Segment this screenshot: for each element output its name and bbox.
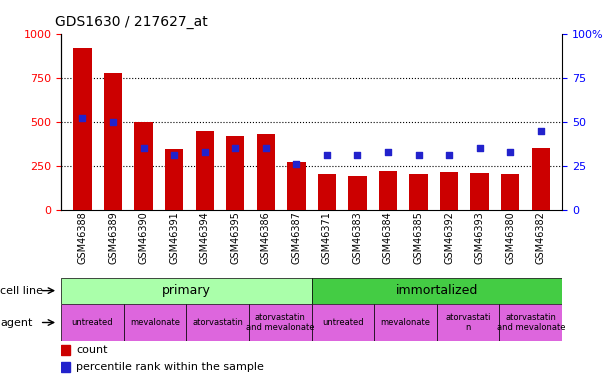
Text: percentile rank within the sample: percentile rank within the sample (76, 362, 264, 372)
Bar (165, 149, 183, 210)
Text: untreated: untreated (322, 318, 364, 327)
Bar (501, 174, 519, 210)
Text: mevalonate: mevalonate (130, 318, 180, 327)
Point (108, 119, 118, 125)
Point (322, 152, 332, 158)
Bar (257, 134, 275, 210)
Point (536, 128, 546, 134)
Bar (500, 304, 562, 341)
Bar (134, 122, 153, 210)
Bar (379, 171, 397, 210)
Text: primary: primary (162, 284, 211, 297)
Bar (73, 48, 92, 210)
Bar (409, 174, 428, 210)
Point (230, 146, 240, 152)
Bar (532, 148, 550, 210)
Bar (312, 278, 562, 304)
Bar (437, 304, 500, 341)
Bar (440, 172, 458, 210)
Point (261, 146, 271, 152)
Bar (312, 304, 374, 341)
Text: agent: agent (0, 318, 32, 327)
Point (169, 152, 179, 158)
Bar (61, 304, 123, 341)
Point (505, 149, 515, 155)
Bar (318, 174, 336, 210)
Point (353, 152, 362, 158)
Bar (186, 304, 249, 341)
Bar (61, 345, 70, 355)
Bar (61, 278, 312, 304)
Text: mevalonate: mevalonate (381, 318, 431, 327)
Bar (196, 131, 214, 210)
Point (414, 152, 423, 158)
Bar (470, 173, 489, 210)
Text: untreated: untreated (71, 318, 113, 327)
Text: atorvastatin
and mevalonate: atorvastatin and mevalonate (246, 313, 315, 332)
Point (139, 146, 148, 152)
Text: immortalized: immortalized (396, 284, 478, 297)
Text: count: count (76, 345, 108, 355)
Text: GDS1630 / 217627_at: GDS1630 / 217627_at (55, 15, 208, 29)
Point (78, 116, 87, 122)
Point (200, 149, 210, 155)
Text: cell line: cell line (0, 286, 43, 296)
Bar (104, 72, 122, 210)
Text: atorvastati
n: atorvastati n (445, 313, 491, 332)
Text: atorvastatin: atorvastatin (192, 318, 243, 327)
Point (291, 161, 301, 167)
Bar (226, 136, 244, 210)
Text: atorvastatin
and mevalonate: atorvastatin and mevalonate (497, 313, 565, 332)
Bar (374, 304, 437, 341)
Bar (61, 362, 70, 372)
Bar (249, 304, 312, 341)
Point (383, 149, 393, 155)
Point (444, 152, 454, 158)
Bar (123, 304, 186, 341)
Bar (287, 162, 306, 210)
Bar (348, 176, 367, 210)
Point (475, 146, 485, 152)
